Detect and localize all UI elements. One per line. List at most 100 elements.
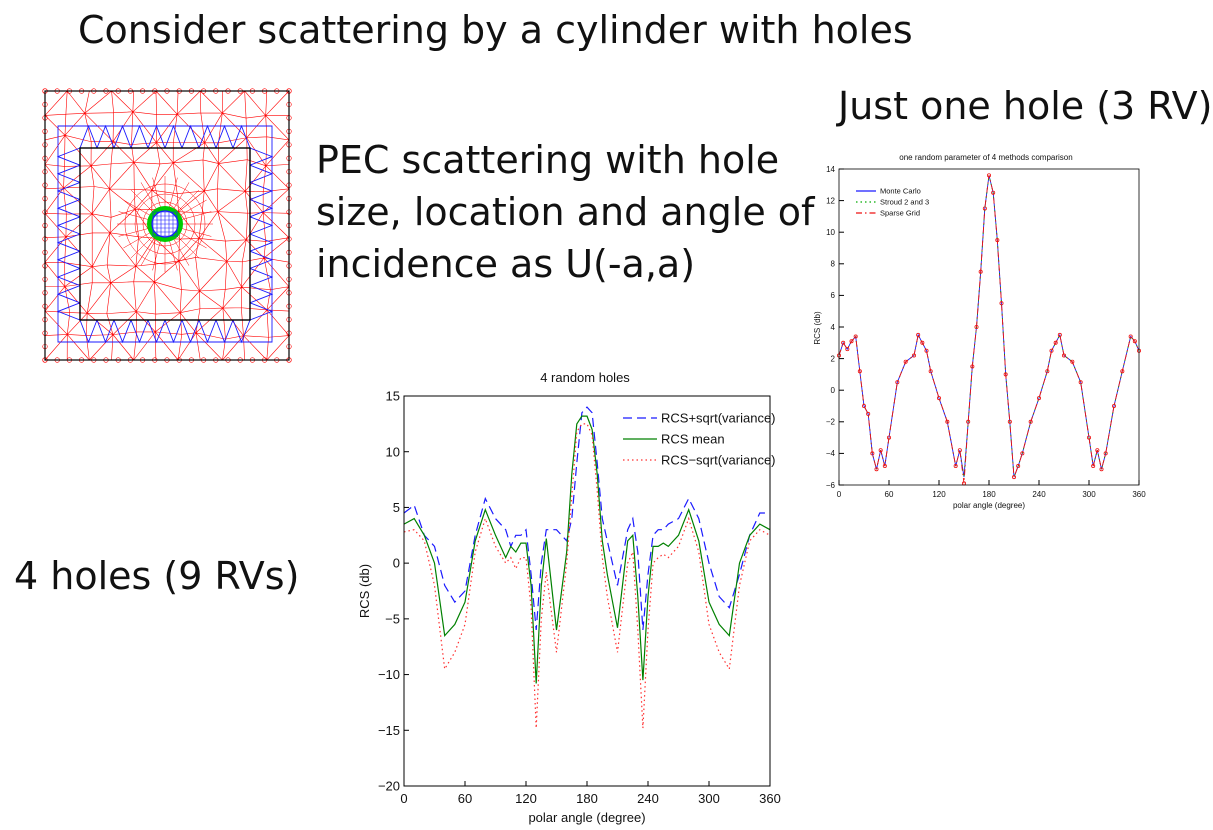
- description-line: incidence as U(-a,a): [316, 242, 696, 286]
- data-point: [982, 206, 987, 211]
- data-point: [986, 173, 991, 178]
- y-tick-label: −10: [378, 667, 400, 682]
- chart-title: one random parameter of 4 methods compar…: [899, 153, 1072, 162]
- legend-label: Stroud 2 and 3: [880, 198, 929, 207]
- data-point: [1061, 353, 1066, 358]
- series-line: [838, 175, 1140, 478]
- y-tick-label: 14: [826, 165, 835, 174]
- series-line: [403, 406, 770, 631]
- data-point: [878, 448, 883, 453]
- data-point: [1103, 451, 1108, 456]
- series-line: [403, 423, 771, 729]
- data-point: [953, 464, 958, 469]
- y-axis-label: RCS (db): [813, 311, 822, 345]
- description-line: PEC scattering with hole: [316, 138, 780, 182]
- x-tick-label: 360: [759, 791, 781, 806]
- inner-boundary: [79, 147, 251, 321]
- data-point: [1049, 348, 1054, 353]
- y-tick-label: 10: [386, 444, 400, 459]
- data-point: [870, 451, 875, 456]
- y-tick-label: 2: [831, 354, 836, 363]
- data-point: [841, 340, 846, 345]
- data-point: [999, 301, 1004, 306]
- data-point: [991, 190, 996, 195]
- y-tick-label: −6: [826, 481, 836, 490]
- data-point: [936, 396, 941, 401]
- four-holes-label: 4 holes (9 RVs): [14, 554, 300, 598]
- data-point: [924, 348, 929, 353]
- y-tick-label: 4: [831, 323, 836, 332]
- data-point: [1095, 448, 1100, 453]
- data-point: [1086, 435, 1091, 440]
- y-axis-label: RCS (db): [357, 564, 372, 618]
- y-tick-label: 0: [831, 386, 836, 395]
- data-point: [1036, 396, 1041, 401]
- x-tick-label: 180: [982, 490, 996, 499]
- data-point: [866, 411, 871, 416]
- data-point: [978, 269, 983, 274]
- y-tick-label: 12: [826, 196, 835, 205]
- legend-label: RCS+sqrt(variance): [661, 411, 776, 426]
- y-tick-label: −2: [826, 418, 836, 427]
- data-point: [857, 369, 862, 374]
- y-tick-label: −5: [385, 611, 400, 626]
- data-point: [1091, 464, 1096, 469]
- y-tick-label: −4: [826, 449, 836, 458]
- data-point: [970, 364, 975, 369]
- data-point: [916, 332, 921, 337]
- x-axis-label: polar angle (degree): [528, 810, 645, 825]
- data-point: [1120, 369, 1125, 374]
- slide-title: Consider scattering by a cylinder with h…: [78, 8, 913, 52]
- legend-label: Monte Carlo: [880, 187, 921, 196]
- data-point: [1053, 340, 1058, 345]
- y-tick-label: 6: [831, 291, 836, 300]
- x-tick-label: 240: [1032, 490, 1046, 499]
- data-point: [845, 347, 850, 352]
- y-tick-label: −15: [378, 723, 400, 738]
- x-tick-label: 120: [932, 490, 946, 499]
- data-point: [957, 448, 962, 453]
- x-tick-label: 60: [885, 490, 894, 499]
- x-tick-label: 60: [458, 791, 472, 806]
- legend-label: Sparse Grid: [880, 209, 920, 218]
- data-point: [882, 464, 887, 469]
- data-point: [849, 339, 854, 344]
- data-point: [928, 369, 933, 374]
- data-point: [1007, 419, 1012, 424]
- x-tick-label: 120: [515, 791, 537, 806]
- x-axis-label: polar angle (degree): [953, 501, 1025, 510]
- x-tick-label: 0: [837, 490, 842, 499]
- chart-title: 4 random holes: [540, 370, 630, 385]
- y-tick-label: 0: [393, 556, 400, 571]
- data-point: [1111, 403, 1116, 408]
- chart-four-holes: 4 random holes 0 60 120 180 240 300 360151050−…: [357, 370, 781, 825]
- data-point: [1045, 369, 1050, 374]
- data-point: [1070, 359, 1075, 364]
- chart-one-hole: one random parameter of 4 methods compar…: [813, 153, 1146, 510]
- y-tick-label: 5: [393, 500, 400, 515]
- data-point: [1020, 451, 1025, 456]
- y-tick-label: 10: [826, 228, 835, 237]
- cylinder-hole-icon: [147, 206, 183, 242]
- series-line: [838, 175, 1140, 484]
- mesh-figure: [42, 88, 292, 363]
- x-tick-label: 300: [698, 791, 720, 806]
- outer-boundary: [44, 90, 290, 361]
- y-tick-label: 8: [831, 260, 836, 269]
- data-point: [1003, 372, 1008, 377]
- data-point: [874, 467, 879, 472]
- data-point: [1011, 475, 1016, 480]
- data-point: [1016, 464, 1021, 469]
- data-point: [1099, 467, 1104, 472]
- data-point: [862, 403, 867, 408]
- data-point: [1128, 334, 1133, 339]
- legend-label: RCS−sqrt(variance): [661, 453, 776, 468]
- x-tick-label: 360: [1132, 490, 1146, 499]
- x-tick-label: 0: [400, 791, 407, 806]
- y-tick-label: −20: [378, 779, 400, 794]
- data-point: [945, 419, 950, 424]
- data-point: [1132, 339, 1137, 344]
- data-point: [966, 419, 971, 424]
- x-tick-label: 300: [1082, 490, 1096, 499]
- legend-label: RCS mean: [661, 432, 725, 447]
